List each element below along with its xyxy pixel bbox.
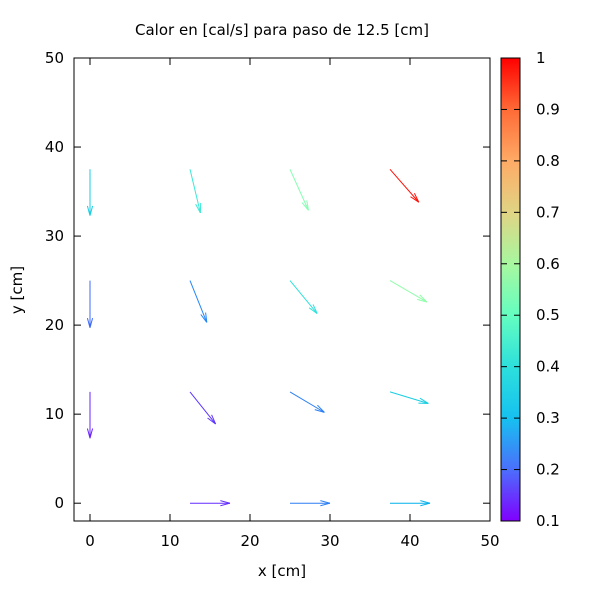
vector-head bbox=[306, 200, 309, 211]
vector-head bbox=[308, 307, 318, 314]
colorbar-tick-label: 0.9 bbox=[536, 100, 560, 118]
vector-arrow bbox=[390, 500, 431, 507]
vector-arrow bbox=[86, 391, 94, 439]
vector-head bbox=[86, 317, 91, 328]
vector-head bbox=[320, 500, 331, 504]
vector-arrow bbox=[289, 280, 318, 314]
colorbar-tick-label: 0.8 bbox=[536, 152, 560, 170]
vector-arrow bbox=[190, 500, 231, 507]
y-tick-label: 10 bbox=[45, 405, 64, 423]
vector-head bbox=[86, 205, 91, 216]
vector-arrow bbox=[189, 280, 208, 323]
x-axis-ticks: 0 10 20 30 40 50 bbox=[85, 58, 500, 550]
vector-head bbox=[301, 202, 309, 211]
y-tick-label: 0 bbox=[54, 494, 64, 512]
vector-head bbox=[207, 417, 216, 425]
vector-arrow bbox=[389, 168, 420, 203]
x-tick-label: 10 bbox=[160, 532, 179, 550]
vector-head bbox=[312, 304, 318, 314]
x-tick-label: 0 bbox=[85, 532, 95, 550]
x-tick-label: 30 bbox=[320, 532, 339, 550]
vector-head bbox=[195, 203, 201, 214]
colorbar-tick-label: 0.1 bbox=[536, 512, 560, 530]
y-tick-label: 50 bbox=[45, 49, 64, 67]
vector-head bbox=[420, 500, 431, 504]
vector-shaft bbox=[389, 391, 429, 404]
vector-arrows bbox=[86, 168, 431, 507]
vector-head bbox=[89, 205, 94, 216]
vector-arrow bbox=[189, 169, 202, 214]
vector-head bbox=[419, 397, 429, 404]
chart-title: Calor en [cal/s] para paso de 12.5 [cm] bbox=[135, 21, 429, 39]
y-tick-label: 30 bbox=[45, 227, 64, 245]
vector-arrow bbox=[389, 280, 428, 303]
vector-head bbox=[413, 193, 420, 203]
vector-shaft bbox=[189, 169, 201, 214]
vector-head bbox=[317, 404, 325, 413]
y-axis-label: y [cm] bbox=[8, 266, 26, 314]
vector-arrow bbox=[189, 391, 217, 425]
y-axis-ticks: 0 10 20 30 40 50 bbox=[45, 49, 490, 512]
vector-head bbox=[89, 317, 94, 328]
vector-head bbox=[420, 502, 431, 507]
vector-shaft bbox=[389, 168, 420, 203]
vector-head bbox=[417, 298, 427, 303]
x-tick-label: 40 bbox=[400, 532, 419, 550]
vector-shaft bbox=[389, 280, 428, 303]
colorbar-tick-label: 0.6 bbox=[536, 255, 560, 273]
vector-head bbox=[86, 428, 91, 439]
colorbar-ticks: 0.1 0.2 0.3 0.4 0.5 0.6 0.7 0.8 0.9 1 bbox=[501, 49, 560, 530]
vector-arrow bbox=[289, 391, 325, 413]
vector-head bbox=[410, 196, 420, 203]
colorbar-tick-label: 0.7 bbox=[536, 203, 560, 221]
plot-border bbox=[73, 57, 491, 522]
vector-shaft bbox=[289, 391, 325, 413]
y-tick-label: 40 bbox=[45, 138, 64, 156]
vector-head bbox=[205, 312, 208, 323]
vector-arrow bbox=[290, 500, 331, 507]
colorbar-tick-label: 0.5 bbox=[536, 306, 560, 324]
x-tick-label: 50 bbox=[480, 532, 499, 550]
colorbar bbox=[500, 57, 521, 522]
x-tick-label: 20 bbox=[240, 532, 259, 550]
vector-head bbox=[200, 314, 208, 323]
x-axis-label: x [cm] bbox=[258, 562, 306, 580]
vector-head bbox=[220, 502, 231, 507]
vector-head bbox=[211, 414, 217, 425]
colorbar-tick-label: 0.4 bbox=[536, 358, 560, 376]
vector-arrow bbox=[86, 169, 94, 216]
vector-head bbox=[89, 428, 94, 439]
vector-shaft bbox=[189, 391, 216, 425]
vector-arrow bbox=[86, 280, 94, 328]
y-tick-label: 20 bbox=[45, 316, 64, 334]
vector-shaft bbox=[289, 169, 309, 211]
vector-head bbox=[314, 409, 325, 413]
vector-head bbox=[320, 502, 331, 507]
vector-arrow bbox=[289, 169, 309, 211]
vector-head bbox=[419, 294, 428, 303]
vector-head bbox=[220, 500, 231, 504]
colorbar-tick-label: 1 bbox=[536, 49, 546, 67]
vector-shaft bbox=[289, 280, 318, 314]
colorbar-tick-label: 0.2 bbox=[536, 461, 560, 479]
colorbar-tick-label: 0.3 bbox=[536, 409, 560, 427]
vector-shaft bbox=[189, 280, 208, 323]
vector-arrow bbox=[389, 391, 429, 404]
